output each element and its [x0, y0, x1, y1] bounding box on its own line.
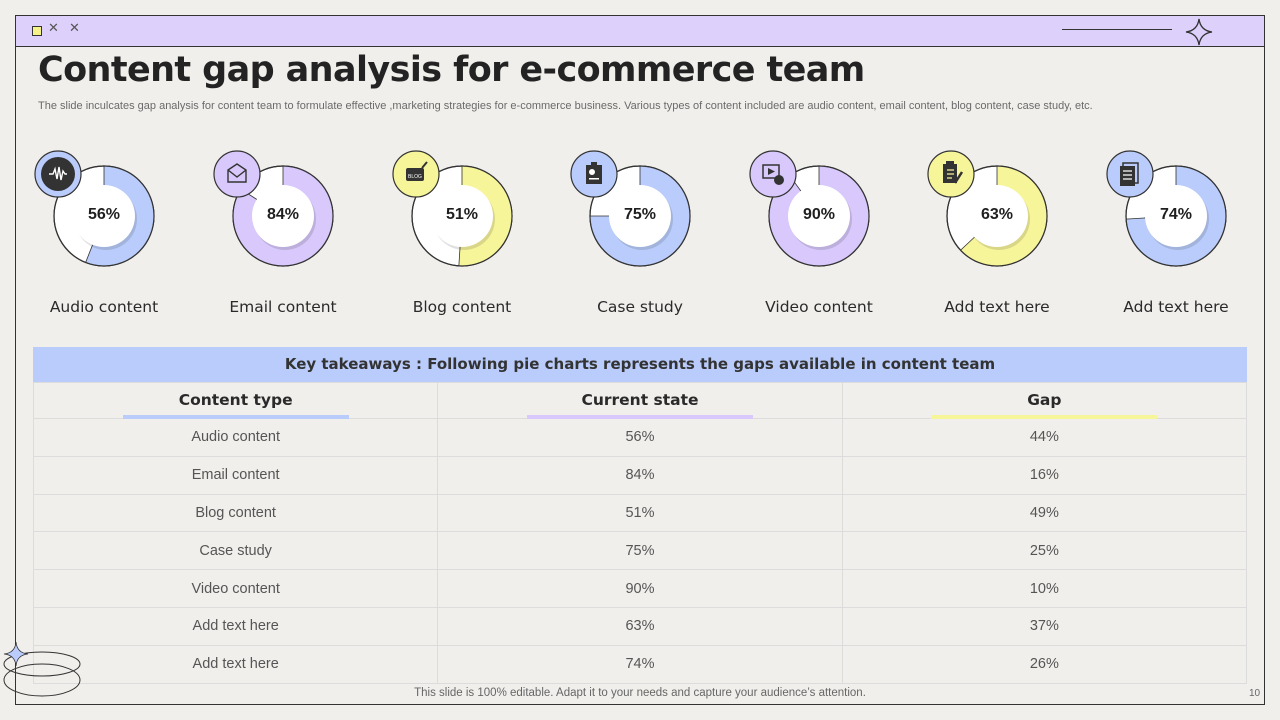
cell-content-type: Add text here [32, 606, 439, 646]
header-gap: Gap [841, 382, 1248, 419]
cell-current-state: 63% [437, 606, 843, 646]
sparkle-icon [1185, 18, 1213, 46]
donut-chart-item: BLOG 51% Blog content [387, 148, 537, 328]
window-square-icon[interactable] [32, 26, 42, 36]
cell-content-type: Email content [32, 455, 439, 495]
table-header-row: Content type Current state Gap [32, 382, 1248, 419]
donut-chart [570, 150, 691, 267]
donut-percent-label: 56% [87, 206, 121, 223]
donut-percent-label: 74% [1159, 206, 1193, 223]
cell-current-state: 90% [437, 569, 843, 608]
cell-current-state: 74% [437, 644, 843, 684]
donut-category-label: Blog content [412, 298, 512, 316]
donut-percent-label: 63% [980, 206, 1014, 223]
cell-content-type: Audio content [32, 418, 439, 457]
cell-gap: 25% [841, 531, 1248, 571]
donut-percent-label: 90% [802, 206, 836, 223]
cell-gap: 10% [841, 569, 1248, 608]
header-underline [122, 415, 349, 419]
cell-current-state: 51% [437, 493, 843, 533]
donut-percent-label: 51% [445, 206, 479, 223]
header-content-type: Content type [32, 382, 439, 419]
donut-hole [1145, 185, 1207, 247]
close-icon[interactable]: ✕ [48, 21, 59, 36]
cell-gap: 16% [841, 455, 1248, 495]
donut-hole [966, 185, 1028, 247]
donut-hole [788, 185, 850, 247]
header-label: Content type [178, 391, 293, 409]
table-row: Video content 90% 10% [32, 569, 1248, 608]
donut-category-label: Add text here [1123, 298, 1229, 316]
takeaways-table: Key takeaways : Following pie charts rep… [32, 347, 1248, 684]
table-row: Add text here 74% 26% [32, 644, 1248, 684]
donut-hole [431, 185, 493, 247]
header-underline [931, 415, 1158, 419]
donut-category-label: Case study [597, 298, 683, 316]
cell-content-type: Add text here [32, 644, 439, 684]
donut-category-label: Audio content [49, 298, 159, 316]
cell-gap: 26% [841, 644, 1248, 684]
table-row: Blog content 51% 49% [32, 493, 1248, 533]
case-study-icon [570, 150, 618, 198]
email-icon [213, 150, 261, 198]
donut-chart-item: 75% Case study [565, 148, 715, 328]
donut-chart: BLOG [392, 150, 513, 267]
footer-note: This slide is 100% editable. Adapt it to… [414, 687, 866, 699]
cell-content-type: Video content [32, 569, 439, 608]
table-banner: Key takeaways : Following pie charts rep… [33, 347, 1247, 382]
donut-category-label: Add text here [944, 298, 1050, 316]
donut-category-label: Video content [765, 298, 873, 316]
donut-chart-item: 84% Email content [208, 148, 358, 328]
header-label: Current state [581, 391, 699, 409]
audio-wave-icon [34, 150, 82, 198]
blog-icon: BLOG [392, 150, 440, 198]
svg-text:BLOG: BLOG [408, 174, 422, 180]
donut-chart [1106, 150, 1227, 267]
header-current-state: Current state [437, 382, 843, 419]
document-pen-icon [927, 150, 975, 198]
donut-chart [213, 150, 334, 267]
decorative-line [1062, 29, 1172, 30]
donut-category-label: Email content [229, 298, 337, 316]
table-row: Audio content 56% 44% [32, 418, 1248, 457]
table-row: Email content 84% 16% [32, 455, 1248, 495]
title-bar: ✕ ✕ [15, 15, 1265, 47]
cell-content-type: Blog content [32, 493, 439, 533]
documents-icon [1106, 150, 1154, 198]
donut-hole [252, 185, 314, 247]
header-underline [527, 415, 753, 419]
donut-percent-label: 75% [623, 206, 657, 223]
donut-chart [749, 150, 870, 267]
page-number: 10 [1249, 688, 1261, 699]
page-subtitle: The slide inculcates gap analysis for co… [38, 100, 1093, 112]
cell-current-state: 56% [437, 418, 843, 457]
donut-hole [73, 185, 135, 247]
donut-percent-label: 84% [266, 206, 300, 223]
page-title: Content gap analysis for e-commerce team [38, 50, 865, 90]
donut-chart-item: 74% Add text here [1101, 148, 1251, 328]
donut-chart [927, 150, 1048, 267]
donut-chart-item: 63% Add text here [922, 148, 1072, 328]
cell-current-state: 84% [437, 455, 843, 495]
cell-gap: 37% [841, 606, 1248, 646]
cell-content-type: Case study [32, 531, 439, 571]
gap-table: Content type Current state Gap Audio con… [32, 382, 1248, 684]
cell-gap: 44% [841, 418, 1248, 457]
table-row: Case study 75% 25% [32, 531, 1248, 571]
donut-chart [34, 150, 155, 267]
table-row: Add text here 63% 37% [32, 606, 1248, 646]
close-icon[interactable]: ✕ [69, 21, 80, 36]
cell-gap: 49% [841, 493, 1248, 533]
video-icon [749, 150, 797, 198]
donut-hole [609, 185, 671, 247]
donut-chart-item: 56% Audio content [29, 148, 179, 328]
donut-chart-item: 90% Video content [744, 148, 894, 328]
cell-current-state: 75% [437, 531, 843, 571]
donut-charts: 56% Audio content 84% Email content BLOG 51% B… [0, 148, 1280, 328]
orbit-decoration [3, 641, 81, 697]
header-label: Gap [1027, 391, 1062, 409]
